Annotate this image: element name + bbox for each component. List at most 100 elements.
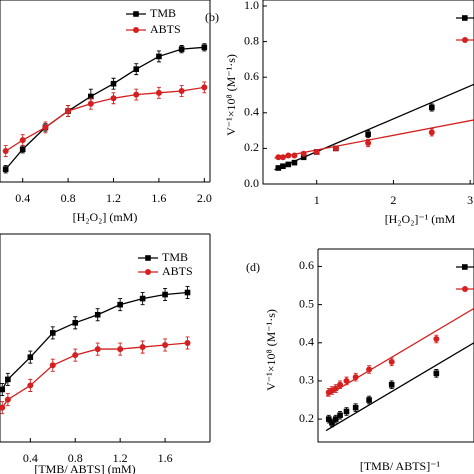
data-point [72,352,79,359]
y-tick-label: 0.4 [244,105,259,119]
fit-line [274,119,474,159]
x-tick-label: 0.8 [61,191,76,205]
data-point [65,108,72,115]
x-axis-label: [H₂O₂] (mM) [73,210,138,224]
plot-area [325,307,474,432]
data-point [332,145,339,152]
legend-label: TMB [162,250,188,264]
data-point [117,346,124,353]
data-point [0,404,6,411]
y-tick-label: 0.5 [299,296,314,310]
x-tick-label: 1.6 [158,451,173,465]
data-point [285,161,292,168]
legend-marker [133,27,139,33]
plot-area [2,43,208,174]
legend-label: ABTS [150,22,181,36]
legend-marker [462,15,468,21]
series-line [5,46,205,170]
data-point [162,291,168,298]
data-point [428,129,435,136]
data-point [94,311,101,318]
legend-label: TMB [150,6,176,20]
legend-marker [133,11,139,17]
legend-marker [145,255,151,261]
data-point [110,95,117,102]
data-point [429,104,435,111]
panel: 0.2 0.3 0.4 0.5 0.6 [TMB/ ABTS]⁻¹ V⁻¹×10⁸ (M⁻¹… [246,248,474,473]
plot-area [274,83,474,171]
y-tick-label: 0.2 [299,411,314,425]
x-tick-label: 2 [390,193,396,207]
data-point [139,344,146,351]
data-point [156,53,162,60]
y-tick-label: 0.4 [299,335,314,349]
data-point [343,377,350,384]
data-point [352,374,359,381]
data-point [162,342,169,349]
data-point [366,366,373,373]
y-tick-label: 0.2 [244,140,259,154]
data-point [5,376,11,383]
y-tick-label: 0.3 [299,373,314,387]
data-point [133,91,140,98]
data-point [300,154,307,161]
data-point [325,416,332,422]
data-point [201,44,208,51]
panel-label: (d) [246,260,260,274]
data-point [19,146,26,153]
series-line [1,291,188,390]
x-axis-label: [H₂O₂]⁻¹ (mM [385,212,456,226]
x-tick-label: 2.0 [197,191,212,205]
data-point [42,124,49,131]
x-tick-label: 1 [314,193,320,207]
legend-marker [462,37,468,43]
x-tick-label: 1.2 [106,191,121,205]
legend-marker [145,269,151,275]
x-tick-label: 1.6 [151,191,166,205]
data-point [343,408,350,415]
data-point [388,381,395,388]
data-point [2,166,9,173]
data-point [275,165,282,171]
data-point [433,370,440,377]
fit-line [274,83,474,171]
data-point [313,148,320,155]
legend-marker [462,286,468,292]
data-point [178,46,185,52]
series-line [1,342,188,409]
data-point [329,420,335,426]
data-point [280,163,286,169]
axis-frame [317,248,474,443]
series-line [5,86,205,152]
data-point [27,382,34,389]
data-point [337,381,344,388]
plot-area [0,286,191,415]
x-axis-label: [TMB/ ABTS]⁻¹ [360,459,441,473]
data-point [94,346,101,353]
panel: 1 2 3 0.0 0.2 0.4 0.6 0.8 1.0 [H₂O₂]⁻¹ (mM V⁻¹×10⁸… [205,0,474,226]
data-point [291,159,298,166]
data-point [285,152,292,159]
x-tick-label: 0.4 [23,451,38,465]
data-point [88,93,94,100]
data-point [184,340,191,347]
data-point [87,100,94,107]
x-tick-label: 0.4 [15,191,30,205]
x-tick-label: 0.8 [68,451,83,465]
data-point [4,396,11,403]
data-point [365,131,371,137]
data-point [184,289,191,296]
data-point [133,66,140,72]
fit-line [325,342,474,432]
data-point [279,154,286,161]
panel-label: (b) [205,10,219,24]
data-point [178,88,185,94]
x-tick-label: 1.2 [113,451,128,465]
data-point [19,137,26,144]
y-tick-label: 1.0 [244,0,259,12]
y-tick-label: 0.6 [299,258,314,272]
axis-frame [0,0,211,183]
data-point [388,358,395,365]
